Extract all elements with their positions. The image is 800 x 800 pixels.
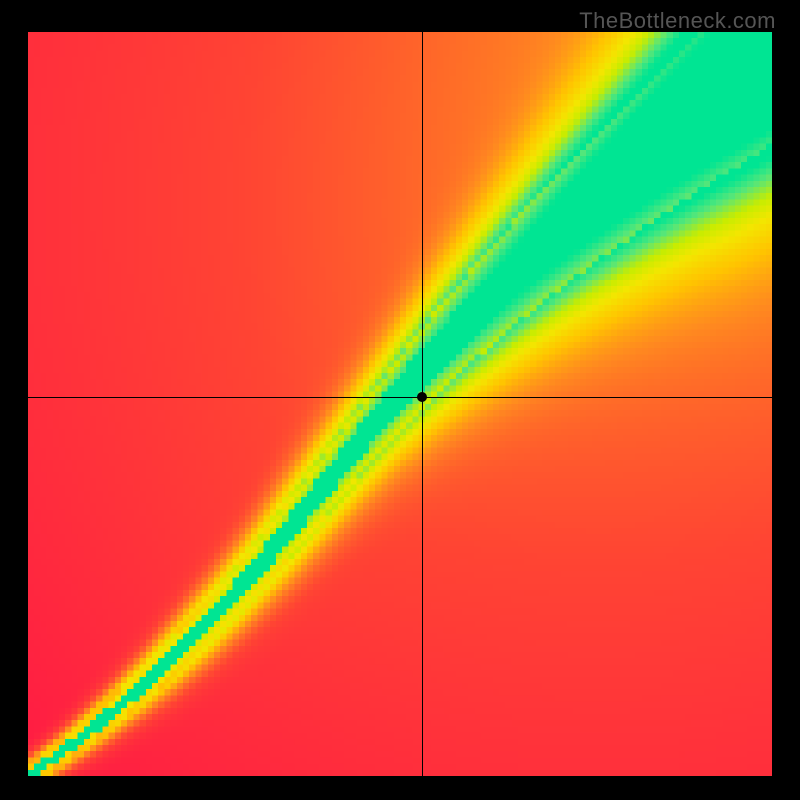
marker-dot: [417, 392, 427, 402]
watermark-text: TheBottleneck.com: [579, 8, 776, 34]
heatmap-canvas: [28, 32, 772, 776]
heatmap-plot: [28, 32, 772, 776]
crosshair-horizontal: [28, 397, 772, 398]
crosshair-vertical: [422, 32, 423, 776]
